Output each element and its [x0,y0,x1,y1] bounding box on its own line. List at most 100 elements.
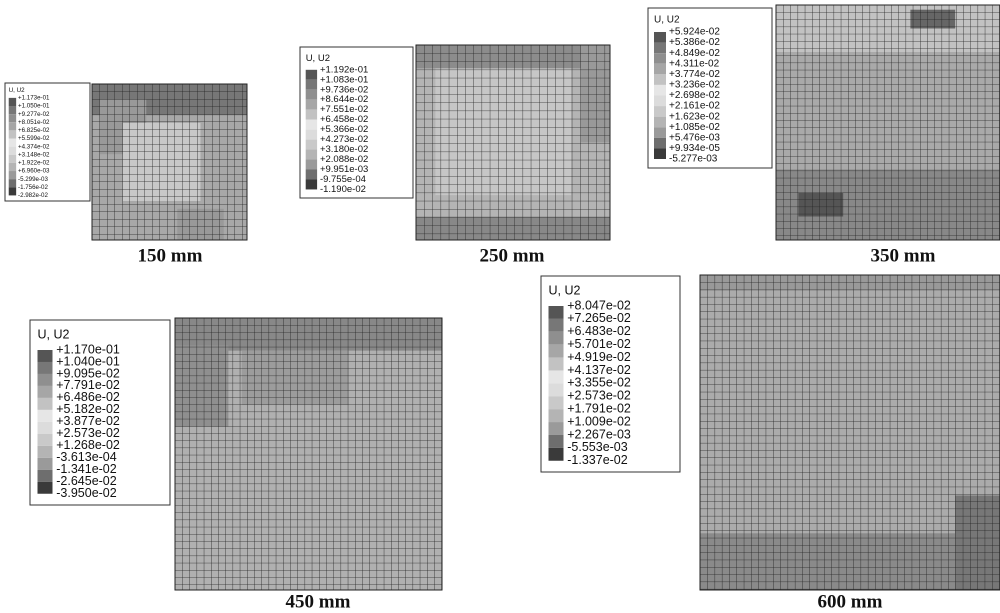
legend-swatch [9,130,16,138]
panel: U, U2+1.170e-01+1.040e-01+9.095e-02+7.79… [30,318,442,612]
legend-value: +8.047e-02 [567,298,631,312]
legend-swatch [38,470,53,482]
legend: U, U2+1.192e-01+1.083e-01+9.736e-02+8.64… [300,47,413,198]
legend-value: +1.173e-01 [18,95,50,102]
legend-swatch [306,140,317,150]
legend-swatch [306,130,317,140]
caption: 350 mm [871,245,936,266]
legend: U, U2+1.170e-01+1.040e-01+9.095e-02+7.79… [30,320,170,505]
contour-plot [416,45,610,240]
legend-swatch [654,148,666,159]
legend-swatch [654,96,666,107]
legend-title: U, U2 [306,53,330,64]
legend-value: +9.934e-05 [669,143,720,154]
legend-swatch [306,150,317,160]
legend-swatch [549,396,564,409]
legend-swatch [549,422,564,435]
legend-value: -1.190e-02 [320,184,366,195]
caption: 150 mm [138,245,203,266]
legend-value: +6.483e-02 [567,324,631,338]
legend-value: +9.277e-02 [18,111,50,118]
legend-swatch [549,345,564,358]
legend-value: +2.267e-03 [567,427,631,441]
legend-title: U, U2 [654,15,680,26]
legend-swatch [38,482,53,494]
legend-title: U, U2 [9,87,25,94]
legend-swatch [9,155,16,163]
legend-swatch [38,422,53,434]
legend-value: +3.236e-02 [669,80,720,91]
legend-value: +4.137e-02 [567,363,631,377]
legend-swatch [38,374,53,386]
legend-swatch [9,139,16,147]
panel: U, U2+1.173e-01+1.050e-01+9.277e-02+8.05… [5,83,247,266]
legend-swatch [549,319,564,332]
legend-swatch [38,350,53,362]
panel: U, U2+5.924e-02+5.386e-02+4.849e-02+4.31… [648,5,1000,266]
legend-swatch [9,171,16,179]
legend-swatch [549,332,564,345]
legend-swatch [549,383,564,396]
legend-swatch [654,43,666,54]
legend-value: +5.701e-02 [567,337,631,351]
mesh [175,318,442,590]
legend-swatch [38,434,53,446]
contour-plot [92,84,247,240]
legend-swatch [549,448,564,461]
legend-swatch [306,179,317,189]
legend-swatch [38,362,53,374]
legend-value: -2.982e-02 [18,192,48,199]
legend-swatch [306,100,317,110]
legend-swatch [9,163,16,171]
legend-swatch [9,122,16,130]
legend-value: +2.573e-02 [567,389,631,403]
legend-value: +6.960e-03 [18,168,50,175]
legend-swatch [549,358,564,371]
legend-value: -5.299e-03 [18,176,48,183]
legend-swatch [38,458,53,470]
legend-value: -5.277e-03 [669,154,718,165]
contour-plot [175,318,442,590]
legend-value: -1.756e-02 [18,184,48,191]
legend-value: +3.355e-02 [567,376,631,390]
legend: U, U2+8.047e-02+7.265e-02+6.483e-02+5.70… [541,276,680,472]
legend-swatch [654,64,666,75]
legend-title: U, U2 [549,283,581,297]
caption: 450 mm [286,591,351,612]
legend-swatch [654,106,666,117]
legend-value: +2.698e-02 [669,90,720,101]
legend-swatch [549,306,564,319]
legend: U, U2+5.924e-02+5.386e-02+4.849e-02+4.31… [648,8,772,168]
legend-swatch [306,120,317,130]
legend-swatch [38,386,53,398]
legend-value: +1.050e-01 [18,103,50,110]
legend-swatch [549,409,564,422]
legend-swatch [9,179,16,187]
legend-value: +5.924e-02 [669,27,720,38]
legend-value: +4.849e-02 [669,48,720,59]
legend-value: +4.919e-02 [567,350,631,364]
legend-swatch [654,53,666,64]
legend-swatch [9,147,16,155]
legend-value: +1.922e-02 [18,160,50,167]
mesh [776,5,1000,240]
legend-value: +4.374e-02 [18,143,50,150]
legend-value: +2.161e-02 [669,101,720,112]
legend-value: +3.148e-02 [18,151,50,158]
legend-swatch [9,98,16,106]
legend-title: U, U2 [38,327,70,341]
contour-plot [700,275,1000,590]
legend-swatch [38,410,53,422]
legend-swatch [654,74,666,85]
caption: 250 mm [480,245,545,266]
legend-swatch [306,70,317,80]
legend-swatch [38,398,53,410]
legend: U, U2+1.173e-01+1.050e-01+9.277e-02+8.05… [5,83,90,201]
legend-value: +5.599e-02 [18,135,50,142]
legend-value: +5.476e-03 [669,132,720,143]
legend-swatch [9,106,16,114]
legend-value: -5.553e-03 [567,440,628,454]
legend-swatch [306,110,317,120]
legend-swatch [306,160,317,170]
legend-value: +3.774e-02 [669,69,720,80]
